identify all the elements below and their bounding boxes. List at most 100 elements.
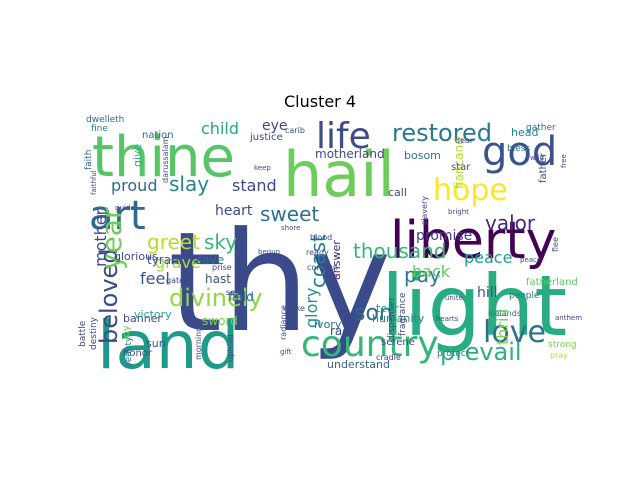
word-103: hearts	[436, 315, 459, 323]
word-42: bosom	[404, 149, 441, 162]
word-60: ivory	[314, 318, 342, 331]
word-9: country	[301, 324, 439, 365]
word-0: thy	[168, 202, 391, 363]
word-67: joy	[121, 325, 132, 341]
word-80: gather	[526, 123, 556, 133]
word-45: head	[511, 126, 538, 139]
word-77: father	[538, 152, 549, 183]
word-14: divinely	[169, 284, 263, 312]
word-69: dispenser	[387, 297, 397, 341]
word-38: hill	[477, 285, 498, 301]
word-1: land	[97, 307, 240, 384]
word-51: save	[196, 253, 224, 267]
word-23: sky	[204, 230, 237, 254]
word-4: thine	[92, 125, 235, 190]
word-37: promise	[416, 228, 472, 244]
word-113: gift	[280, 348, 292, 356]
word-7: life	[316, 116, 371, 157]
word-43: call	[388, 186, 407, 199]
word-99: carib	[285, 126, 305, 135]
word-17: slay	[169, 172, 209, 196]
word-85: destiny	[89, 316, 99, 350]
word-72: people	[509, 291, 540, 301]
word-35: feel	[140, 269, 170, 288]
word-75: cradle	[376, 353, 401, 362]
word-89: consign	[307, 263, 338, 272]
word-6: god	[482, 129, 557, 175]
word-91: slavery	[420, 196, 429, 225]
word-111: anthem	[555, 314, 582, 322]
word-66: honor	[123, 348, 153, 359]
word-3: hail	[283, 138, 395, 211]
word-109: shore	[281, 224, 300, 232]
word-102: begun	[258, 248, 280, 256]
word-96: uphold	[226, 335, 235, 362]
word-62: humanity	[372, 312, 425, 325]
word-30: back	[412, 262, 451, 281]
word-27: pay	[404, 263, 441, 287]
word-65: sun	[146, 337, 166, 350]
word-20: thousand	[353, 239, 446, 263]
word-21: son	[354, 301, 393, 326]
word-64: understand	[327, 358, 390, 371]
word-12: love	[483, 315, 546, 350]
word-87: blood	[310, 233, 332, 242]
word-33: proud	[111, 176, 157, 195]
word-68: beauty	[124, 336, 134, 368]
word-36: heart	[215, 203, 253, 219]
word-88: ready	[306, 248, 329, 257]
word-73: strong	[548, 340, 577, 350]
word-110: faithful	[90, 170, 98, 195]
word-13: prevail	[440, 338, 522, 366]
word-84: battle	[78, 320, 88, 347]
word-44: star	[451, 162, 471, 173]
word-54: banner	[123, 312, 162, 325]
word-46: nation	[142, 130, 174, 141]
word-49: tyrant	[147, 253, 184, 267]
word-82: fine	[91, 124, 108, 134]
word-19: sweet	[260, 202, 319, 226]
word-57: true	[234, 261, 245, 282]
word-52: hast	[205, 272, 231, 286]
word-5: liberty	[390, 211, 556, 271]
word-58: answer	[330, 240, 343, 280]
word-16: year	[95, 207, 128, 270]
word-31: child	[201, 119, 239, 138]
word-79: bless	[507, 144, 530, 154]
word-61: tear	[376, 302, 399, 315]
word-10: art	[89, 193, 146, 239]
word-26: peace	[464, 248, 512, 267]
chart-title: Cluster 4	[283, 92, 357, 111]
word-48: justice	[249, 132, 283, 143]
word-106: bright	[448, 208, 469, 216]
word-83: faith	[84, 150, 94, 170]
word-59: race	[330, 324, 356, 338]
word-56: sword	[202, 314, 238, 328]
word-18: stand	[232, 176, 277, 195]
word-95: morning	[194, 327, 203, 360]
word-47: give	[131, 143, 144, 167]
word-71: protect	[437, 349, 470, 359]
word-108: guide	[115, 204, 135, 212]
word-101: wild	[530, 154, 544, 162]
word-22: greet	[147, 230, 200, 254]
word-24: valor	[485, 211, 536, 235]
word-50: glorious	[114, 250, 158, 263]
word-2: light	[381, 257, 567, 355]
word-94: icelands	[488, 309, 521, 318]
word-cloud-background	[80, 120, 570, 370]
word-29: glory	[302, 288, 321, 328]
word-112: keep	[254, 164, 271, 172]
word-98: sea	[226, 288, 240, 297]
word-40: fiancand	[452, 137, 466, 189]
word-90: radiance	[279, 305, 288, 340]
word-86: make	[283, 304, 305, 313]
word-53: field	[228, 290, 254, 304]
word-8: restored	[392, 119, 492, 147]
word-63: serene	[381, 337, 415, 348]
word-74: pray	[550, 351, 568, 360]
word-78: flee	[551, 237, 560, 252]
